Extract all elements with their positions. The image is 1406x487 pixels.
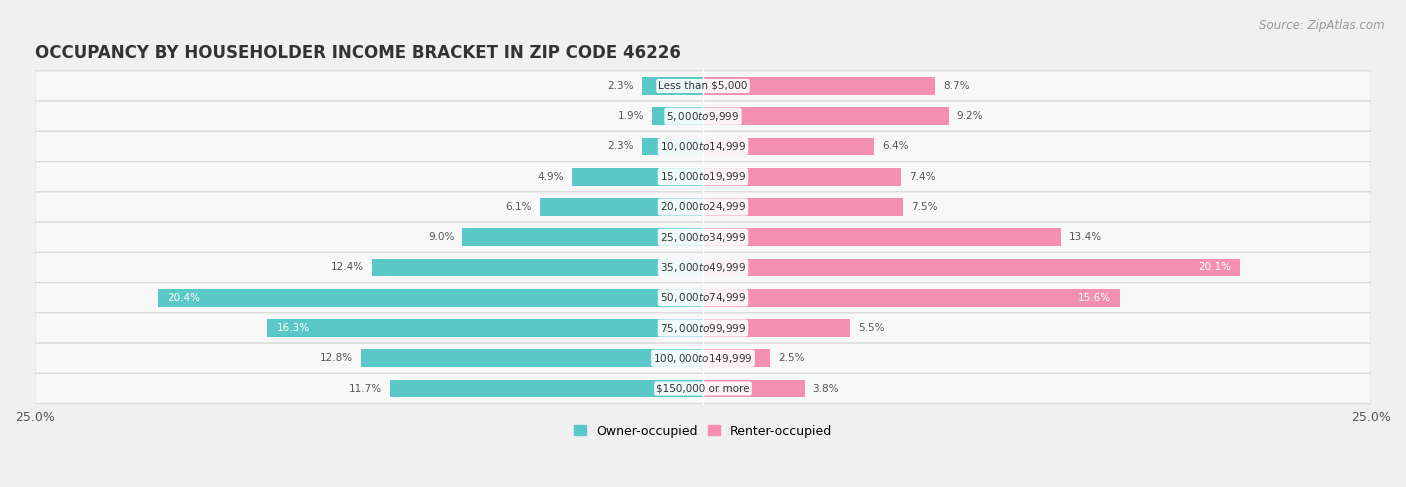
FancyBboxPatch shape xyxy=(35,71,1371,101)
Bar xyxy=(703,259,1240,276)
FancyBboxPatch shape xyxy=(35,192,1371,222)
FancyBboxPatch shape xyxy=(35,282,1371,313)
Text: 6.1%: 6.1% xyxy=(506,202,531,212)
Text: $25,000 to $34,999: $25,000 to $34,999 xyxy=(659,231,747,244)
FancyBboxPatch shape xyxy=(35,313,1371,343)
Text: $50,000 to $74,999: $50,000 to $74,999 xyxy=(659,291,747,304)
Text: $150,000 or more: $150,000 or more xyxy=(657,383,749,393)
Text: 13.4%: 13.4% xyxy=(1069,232,1102,242)
Bar xyxy=(703,77,935,95)
FancyBboxPatch shape xyxy=(35,222,1371,252)
Text: 20.4%: 20.4% xyxy=(167,293,200,303)
Text: Source: ZipAtlas.com: Source: ZipAtlas.com xyxy=(1260,19,1385,33)
Text: 4.9%: 4.9% xyxy=(537,172,564,182)
Text: 2.5%: 2.5% xyxy=(778,353,804,363)
Text: $35,000 to $49,999: $35,000 to $49,999 xyxy=(659,261,747,274)
Bar xyxy=(703,380,804,397)
Text: $10,000 to $14,999: $10,000 to $14,999 xyxy=(659,140,747,153)
Text: 1.9%: 1.9% xyxy=(617,111,644,121)
FancyBboxPatch shape xyxy=(35,343,1371,374)
Text: 12.8%: 12.8% xyxy=(319,353,353,363)
Bar xyxy=(703,228,1062,246)
Bar xyxy=(703,138,875,155)
FancyBboxPatch shape xyxy=(35,101,1371,131)
Bar xyxy=(703,289,1119,306)
Bar xyxy=(267,319,703,337)
Bar xyxy=(540,198,703,216)
Bar xyxy=(703,198,904,216)
Legend: Owner-occupied, Renter-occupied: Owner-occupied, Renter-occupied xyxy=(568,420,838,443)
Text: $5,000 to $9,999: $5,000 to $9,999 xyxy=(666,110,740,123)
Bar xyxy=(572,168,703,186)
FancyBboxPatch shape xyxy=(35,252,1371,282)
Text: $15,000 to $19,999: $15,000 to $19,999 xyxy=(659,170,747,183)
Text: Less than $5,000: Less than $5,000 xyxy=(658,81,748,91)
Text: 9.0%: 9.0% xyxy=(427,232,454,242)
Bar xyxy=(463,228,703,246)
Bar xyxy=(703,350,770,367)
Text: OCCUPANCY BY HOUSEHOLDER INCOME BRACKET IN ZIP CODE 46226: OCCUPANCY BY HOUSEHOLDER INCOME BRACKET … xyxy=(35,44,681,62)
Text: $20,000 to $24,999: $20,000 to $24,999 xyxy=(659,201,747,213)
FancyBboxPatch shape xyxy=(35,131,1371,162)
Text: 2.3%: 2.3% xyxy=(607,81,634,91)
Text: 2.3%: 2.3% xyxy=(607,142,634,151)
Bar xyxy=(703,168,901,186)
Text: $100,000 to $149,999: $100,000 to $149,999 xyxy=(654,352,752,365)
Bar xyxy=(391,380,703,397)
Bar xyxy=(157,289,703,306)
Text: 8.7%: 8.7% xyxy=(943,81,970,91)
Bar xyxy=(641,138,703,155)
Text: 5.5%: 5.5% xyxy=(858,323,884,333)
Text: 7.5%: 7.5% xyxy=(911,202,938,212)
Text: $75,000 to $99,999: $75,000 to $99,999 xyxy=(659,321,747,335)
FancyBboxPatch shape xyxy=(35,374,1371,404)
Text: 16.3%: 16.3% xyxy=(277,323,309,333)
Text: 15.6%: 15.6% xyxy=(1077,293,1111,303)
Text: 6.4%: 6.4% xyxy=(882,142,908,151)
Bar xyxy=(361,350,703,367)
Bar xyxy=(703,319,851,337)
FancyBboxPatch shape xyxy=(35,162,1371,192)
Bar xyxy=(703,108,949,125)
Text: 9.2%: 9.2% xyxy=(957,111,983,121)
Bar xyxy=(371,259,703,276)
Text: 3.8%: 3.8% xyxy=(813,383,839,393)
Text: 7.4%: 7.4% xyxy=(908,172,935,182)
Text: 20.1%: 20.1% xyxy=(1198,262,1230,273)
Bar xyxy=(652,108,703,125)
Text: 11.7%: 11.7% xyxy=(349,383,382,393)
Text: 12.4%: 12.4% xyxy=(330,262,364,273)
Bar xyxy=(641,77,703,95)
